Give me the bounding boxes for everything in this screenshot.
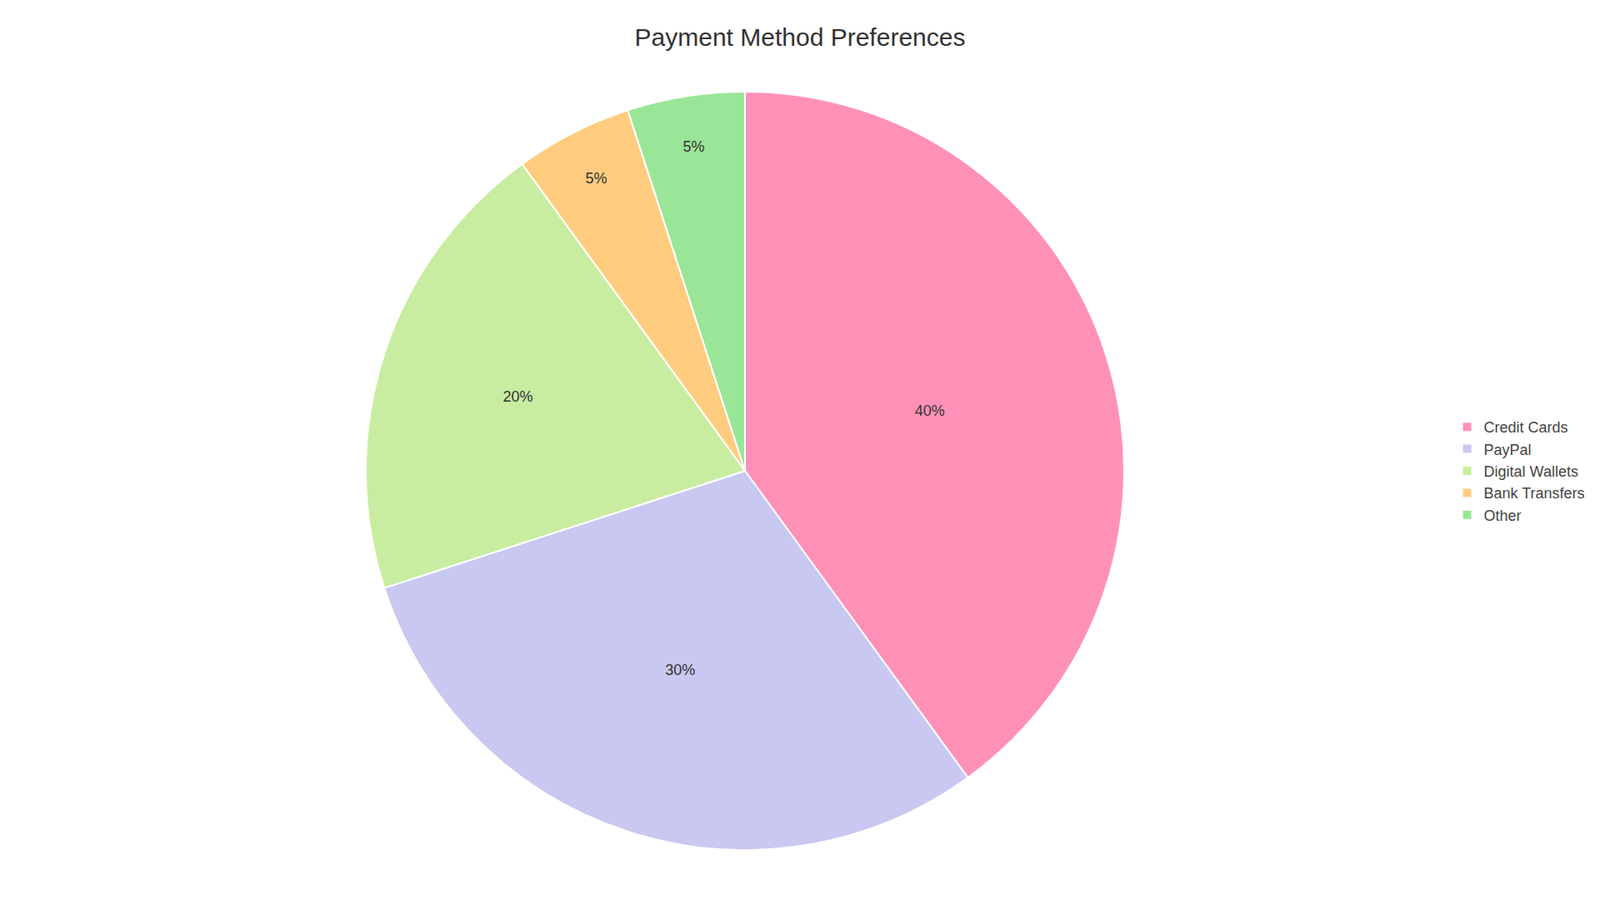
svg-text:Other: Other	[1484, 507, 1522, 525]
svg-text:Bank Transfers: Bank Transfers	[1484, 485, 1585, 502]
svg-text:30%: 30%	[665, 661, 695, 679]
svg-text:5%: 5%	[585, 170, 607, 187]
svg-text:Payment Method Preferences: Payment Method Preferences	[635, 23, 966, 51]
svg-text:PayPal: PayPal	[1484, 441, 1532, 459]
svg-text:Credit Cards: Credit Cards	[1484, 419, 1569, 436]
svg-text:20%: 20%	[502, 388, 533, 405]
svg-text:5%: 5%	[682, 138, 705, 155]
svg-text:Digital Wallets: Digital Wallets	[1484, 463, 1579, 480]
svg-text:40%: 40%	[915, 402, 945, 420]
